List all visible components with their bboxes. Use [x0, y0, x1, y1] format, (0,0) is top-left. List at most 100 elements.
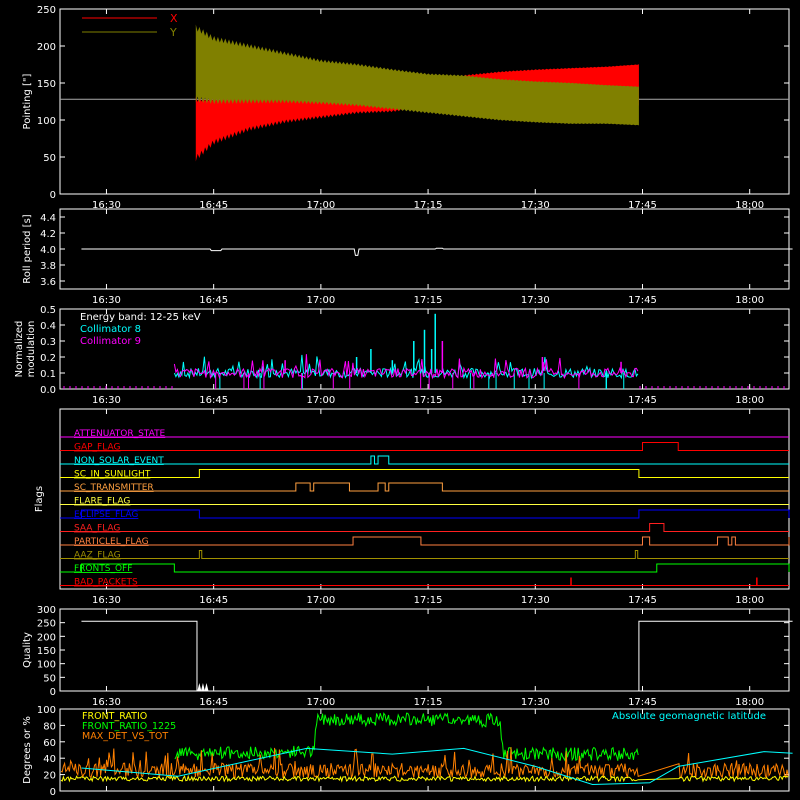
modulation-y-tick-label: 0.4 — [40, 321, 56, 332]
modulation-series-9 — [173, 354, 639, 380]
quality-y-tick-label: 50 — [43, 673, 56, 684]
detector-y-tick-label: 80 — [43, 721, 56, 732]
modulation-y-label: Normalized — [14, 321, 25, 378]
modulation-y-tick-label: 0.5 — [40, 305, 56, 316]
flag-line — [60, 523, 789, 532]
flag-label: FLARE_FLAG — [74, 497, 130, 507]
pointing-y-tick-label: 200 — [37, 42, 56, 53]
flag-line — [60, 442, 789, 451]
time-tick-label: 16:45 — [199, 697, 228, 708]
modulation-y-tick-label: 0.3 — [40, 337, 56, 348]
flag-label: SC_TRANSMITTER — [74, 483, 154, 493]
modulation-series-8 — [173, 354, 639, 380]
time-tick-label: 18:00 — [735, 395, 764, 406]
quality-y-label: Quality — [22, 632, 33, 668]
time-tick-label: 17:45 — [628, 395, 657, 406]
time-tick-label: 17:00 — [306, 200, 335, 211]
time-tick-label: 16:45 — [199, 595, 228, 606]
modulation-legend-label: Collimator 9 — [80, 336, 141, 347]
time-tick-label: 17:30 — [521, 595, 550, 606]
time-tick-label: 17:15 — [414, 295, 443, 306]
flag-line — [60, 482, 789, 492]
time-tick-label: 17:30 — [521, 697, 550, 708]
quality-bump — [204, 683, 209, 691]
quality-y-tick-label: 0 — [50, 687, 56, 698]
detector-legend-label: MAX_DET_VS_TOT — [82, 731, 168, 742]
quality-y-tick-label: 300 — [37, 605, 56, 616]
flags-frame — [59, 408, 790, 590]
time-tick-label: 16:45 — [199, 200, 228, 211]
detector-legend-label: FRONT_RATIO_1225 — [82, 721, 176, 732]
time-tick-label: 17:30 — [521, 200, 550, 211]
flag-label: FRONTS_OFF — [74, 564, 132, 574]
detector-y-tick-label: 100 — [37, 705, 56, 716]
flag-label: SC_IN_SUNLIGHT — [74, 470, 151, 480]
pointing-y-tick-label: 150 — [37, 79, 56, 90]
quality-y-tick-label: 150 — [37, 646, 56, 657]
pointing-frame — [59, 8, 790, 195]
flag-label: PARTICLEL_FLAG — [74, 537, 149, 547]
detector-y-tick-label: 60 — [43, 738, 56, 749]
time-tick-label: 17:15 — [414, 395, 443, 406]
flags-y-label: Flags — [34, 486, 45, 512]
flag-label: GAP_FLAG — [74, 443, 120, 453]
time-tick-label: 17:15 — [414, 697, 443, 708]
detector-frame — [59, 708, 790, 792]
quality-bump — [197, 683, 202, 691]
time-tick-label: 18:00 — [735, 295, 764, 306]
time-tick-label: 17:15 — [414, 595, 443, 606]
detector-series-geomagnetic-latitude — [81, 747, 793, 785]
modulation-y-label-2: modulation — [26, 321, 37, 378]
flag-label: ECLIPSE_FLAG — [74, 510, 138, 520]
quality-y-tick-label: 250 — [37, 619, 56, 630]
roll-y-tick-label: 3.8 — [40, 261, 56, 272]
time-tick-label: 16:30 — [92, 200, 121, 211]
modulation-frame — [59, 308, 790, 390]
pointing-y-label: Pointing ["] — [22, 73, 33, 129]
flag-line — [60, 536, 790, 546]
flag-label: SAA_FLAG — [74, 524, 120, 534]
time-tick-label: 16:30 — [92, 595, 121, 606]
roll-y-tick-label: 3.6 — [40, 277, 56, 288]
pointing-series-y — [195, 24, 639, 126]
flag-line — [60, 455, 789, 465]
time-tick-label: 16:30 — [92, 295, 121, 306]
flag-line — [60, 509, 790, 519]
roll-y-label: Roll period [s] — [22, 214, 33, 283]
flag-line — [60, 550, 789, 559]
detector-y-tick-label: 40 — [43, 754, 56, 765]
time-tick-label: 17:45 — [628, 295, 657, 306]
time-tick-label: 17:30 — [521, 295, 550, 306]
pointing-legend-label: Y — [169, 26, 177, 39]
time-tick-label: 18:00 — [735, 200, 764, 211]
time-tick-label: 16:30 — [92, 697, 121, 708]
quality-bump — [200, 683, 205, 691]
detector-series-front-ratio-1225 — [174, 712, 639, 763]
flag-label: ATTENUATOR_STATE — [74, 429, 166, 439]
modulation-y-tick-label: 0.2 — [40, 353, 56, 364]
modulation-y-tick-label: 0.0 — [40, 385, 56, 396]
flag-label: AAZ_FLAG — [74, 551, 121, 561]
modulation-y-tick-label: 0.1 — [40, 369, 56, 380]
time-tick-label: 16:30 — [92, 395, 121, 406]
modulation-energy-band: Energy band: 12-25 keV — [80, 312, 201, 323]
detector-y-tick-label: 0 — [50, 787, 56, 798]
detector-latitude-label: Absolute geomagnetic latitude — [612, 711, 766, 722]
pointing-y-tick-label: 0 — [50, 190, 56, 201]
pointing-legend-label: X — [170, 12, 178, 25]
time-tick-label: 18:00 — [735, 697, 764, 708]
roll-y-tick-label: 4.4 — [40, 213, 56, 224]
time-tick-label: 17:45 — [628, 200, 657, 211]
flag-label: BAD_PACKETS — [74, 578, 138, 588]
time-tick-label: 17:00 — [306, 697, 335, 708]
pointing-y-tick-label: 250 — [37, 5, 56, 16]
detector-legend-label: FRONT_RATIO — [82, 711, 147, 722]
time-tick-label: 17:45 — [628, 595, 657, 606]
detector-y-tick-label: 20 — [43, 771, 56, 782]
roll-y-tick-label: 4.0 — [40, 245, 56, 256]
modulation-legend-label: Collimator 8 — [80, 324, 141, 335]
time-tick-label: 17:00 — [306, 395, 335, 406]
quality-y-tick-label: 100 — [37, 660, 56, 671]
time-tick-label: 17:15 — [414, 200, 443, 211]
